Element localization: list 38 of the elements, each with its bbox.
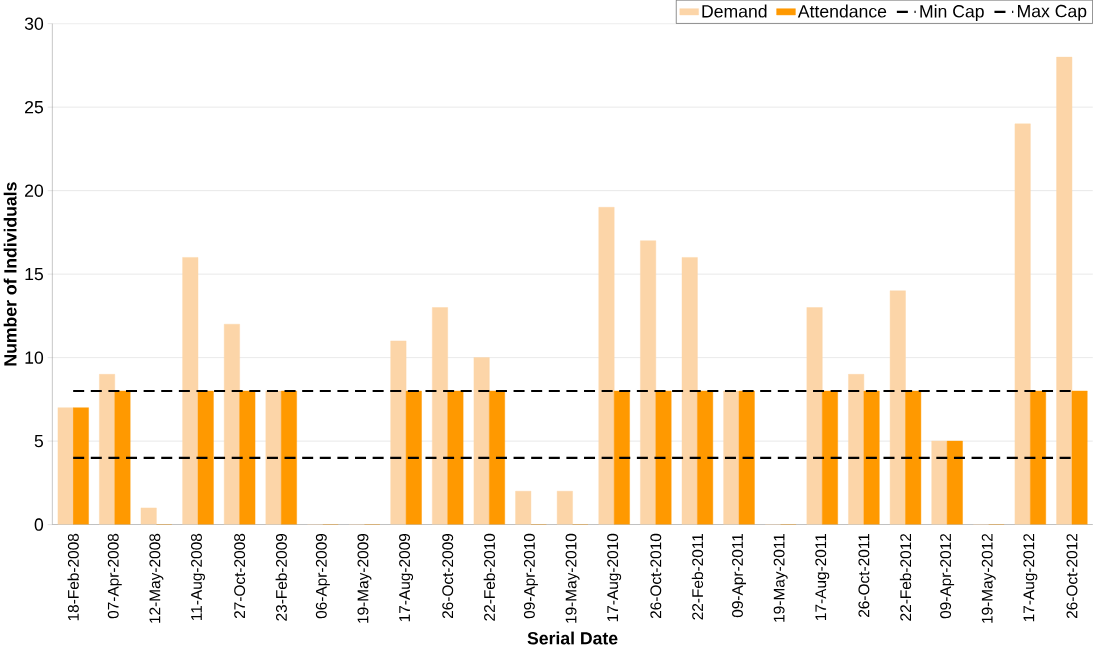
x-tick-label: 09-Apr-2011	[732, 533, 747, 618]
x-tick-label: 26-Oct-2012	[1066, 533, 1078, 619]
x-tick-label: 09-Apr-2012	[940, 533, 955, 619]
x-tick-label: 17-Aug-2010	[607, 533, 622, 622]
legend-label: Demand	[702, 4, 767, 18]
y-tick-label: 20	[25, 184, 44, 197]
x-tick-label: 26-Oct-2009	[442, 533, 454, 619]
y-tick-label: 0	[34, 518, 44, 531]
x-tick-label: 19-May-2012	[981, 533, 996, 623]
x-tick-label: 18-Feb-2008	[67, 533, 79, 621]
x-tick-label: 22-Feb-2011	[691, 533, 704, 620]
x-tick-label: 17-Aug-2009	[399, 533, 414, 622]
y-tick-label: 25	[25, 100, 44, 114]
x-tick-label: 26-Oct-2010	[650, 533, 662, 619]
legend-label: Min Cap	[920, 4, 984, 21]
x-tick-label: 19-May-2010	[565, 533, 580, 623]
x-tick-label: 22-Feb-2012	[899, 533, 912, 621]
y-tick-label: 30	[24, 17, 44, 30]
x-tick-label: 07-Apr-2008	[107, 533, 122, 619]
legend-label: Attendance	[797, 4, 887, 18]
x-tick-label: 17-Aug-2011	[815, 533, 830, 620]
x-tick-label: 23-Feb-2009	[275, 533, 287, 621]
x-tick-label: 06-Apr-2009	[315, 533, 330, 619]
x-tick-label: 22-Feb-2010	[483, 533, 495, 621]
y-tick-label: 15	[25, 267, 44, 281]
x-tick-label: 11-Aug-2008	[191, 533, 205, 620]
x-tick-label: 26-Oct-2011	[858, 533, 870, 617]
x-tick-label: 09-Apr-2010	[523, 533, 538, 619]
x-tick-label: 27-Oct-2008	[234, 533, 246, 619]
y-axis-title: Number of Individuals	[3, 182, 17, 366]
x-tick-label: 17-Aug-2012	[1023, 533, 1038, 622]
x-tick-label: 12-May-2008	[149, 533, 164, 623]
legend-label: Max Cap	[1018, 4, 1087, 21]
x-tick-label: 19-May-2011	[773, 533, 788, 622]
x-tick-label: 19-May-2009	[357, 533, 372, 623]
y-tick-label: 5	[34, 434, 44, 448]
y-tick-label: 10	[25, 351, 44, 364]
x-axis-title: Serial Date	[527, 631, 618, 645]
